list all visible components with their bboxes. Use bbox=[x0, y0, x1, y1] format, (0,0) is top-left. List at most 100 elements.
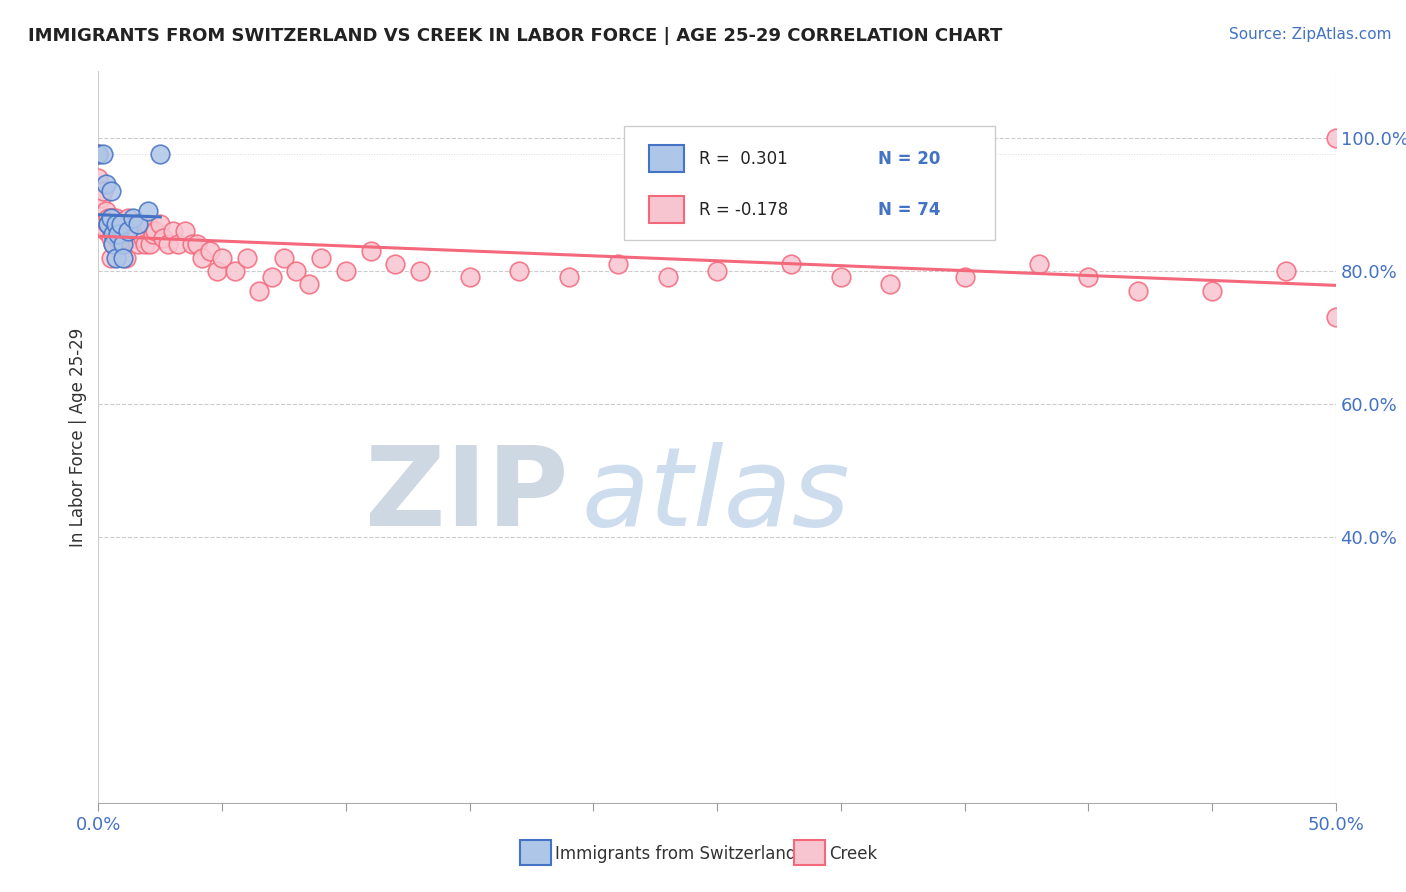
Point bbox=[94, 178, 117, 192]
Point bbox=[335, 264, 357, 278]
Point bbox=[166, 237, 188, 252]
Point bbox=[112, 237, 135, 252]
Point bbox=[607, 257, 630, 271]
Point bbox=[285, 264, 308, 278]
Text: N = 74: N = 74 bbox=[877, 202, 941, 219]
Point bbox=[87, 170, 110, 185]
Point bbox=[94, 224, 117, 238]
Text: atlas: atlas bbox=[581, 442, 849, 549]
Point bbox=[97, 211, 120, 225]
Point bbox=[90, 191, 112, 205]
Point bbox=[122, 230, 145, 244]
Point bbox=[1324, 310, 1347, 325]
Point bbox=[198, 244, 221, 258]
Point bbox=[1324, 131, 1347, 145]
Text: ZIP: ZIP bbox=[366, 442, 568, 549]
Point bbox=[143, 224, 166, 238]
Point bbox=[211, 251, 233, 265]
Text: R =  0.301: R = 0.301 bbox=[699, 150, 787, 168]
Point bbox=[309, 251, 332, 265]
Point bbox=[117, 211, 139, 225]
Point bbox=[100, 230, 122, 244]
Point bbox=[508, 264, 530, 278]
Point bbox=[90, 217, 112, 231]
Point bbox=[117, 224, 139, 238]
Point bbox=[97, 217, 120, 231]
Point bbox=[122, 211, 145, 225]
Point bbox=[112, 251, 135, 265]
Point bbox=[273, 251, 295, 265]
Point bbox=[127, 237, 149, 252]
Point bbox=[136, 204, 159, 219]
Y-axis label: In Labor Force | Age 25-29: In Labor Force | Age 25-29 bbox=[69, 327, 87, 547]
Point bbox=[657, 270, 679, 285]
Point bbox=[409, 264, 432, 278]
Point bbox=[139, 237, 162, 252]
Point bbox=[142, 227, 165, 242]
Point bbox=[93, 147, 115, 161]
Point bbox=[120, 224, 142, 238]
Point bbox=[1275, 264, 1298, 278]
Point bbox=[780, 257, 803, 271]
Point bbox=[103, 237, 125, 252]
Point bbox=[100, 211, 122, 225]
Point bbox=[298, 277, 321, 292]
Point bbox=[162, 224, 184, 238]
Text: R = -0.178: R = -0.178 bbox=[699, 202, 787, 219]
Point bbox=[124, 217, 146, 231]
Text: N = 20: N = 20 bbox=[877, 150, 941, 168]
FancyBboxPatch shape bbox=[650, 145, 683, 172]
Point bbox=[93, 184, 115, 198]
Point bbox=[110, 237, 132, 252]
Point bbox=[224, 264, 246, 278]
Point bbox=[100, 211, 122, 225]
Point bbox=[149, 217, 172, 231]
Point bbox=[114, 251, 136, 265]
Point bbox=[107, 217, 129, 231]
Point bbox=[247, 284, 270, 298]
Point bbox=[360, 244, 382, 258]
Text: Source: ZipAtlas.com: Source: ZipAtlas.com bbox=[1229, 27, 1392, 42]
Point bbox=[260, 270, 283, 285]
FancyBboxPatch shape bbox=[650, 195, 683, 224]
FancyBboxPatch shape bbox=[624, 126, 995, 240]
Point bbox=[384, 257, 406, 271]
Point bbox=[186, 237, 208, 252]
Point bbox=[879, 277, 901, 292]
Point bbox=[1126, 284, 1149, 298]
Text: IMMIGRANTS FROM SWITZERLAND VS CREEK IN LABOR FORCE | AGE 25-29 CORRELATION CHAR: IMMIGRANTS FROM SWITZERLAND VS CREEK IN … bbox=[28, 27, 1002, 45]
Point bbox=[103, 211, 125, 225]
Point bbox=[87, 147, 110, 161]
Point bbox=[100, 251, 122, 265]
Point bbox=[1077, 270, 1099, 285]
Point bbox=[129, 217, 152, 231]
Point bbox=[458, 270, 481, 285]
Text: Immigrants from Switzerland: Immigrants from Switzerland bbox=[555, 845, 797, 863]
Point bbox=[181, 237, 204, 252]
Point bbox=[236, 251, 259, 265]
Point bbox=[205, 264, 228, 278]
Point bbox=[112, 230, 135, 244]
Point bbox=[124, 230, 146, 244]
Point bbox=[191, 251, 214, 265]
Point bbox=[953, 270, 976, 285]
Point bbox=[100, 184, 122, 198]
Point bbox=[87, 147, 110, 161]
Point bbox=[103, 237, 125, 252]
Point bbox=[1028, 257, 1050, 271]
Point bbox=[107, 227, 129, 242]
Point bbox=[94, 204, 117, 219]
Point bbox=[110, 217, 132, 231]
Point bbox=[152, 230, 174, 244]
Point bbox=[103, 227, 125, 242]
Point bbox=[97, 217, 120, 231]
Point bbox=[174, 224, 197, 238]
Point bbox=[104, 217, 127, 231]
Point bbox=[830, 270, 852, 285]
Point bbox=[112, 214, 135, 228]
Point bbox=[1201, 284, 1223, 298]
Point bbox=[104, 211, 127, 225]
Point bbox=[104, 251, 127, 265]
Point bbox=[127, 217, 149, 231]
Point bbox=[156, 237, 179, 252]
